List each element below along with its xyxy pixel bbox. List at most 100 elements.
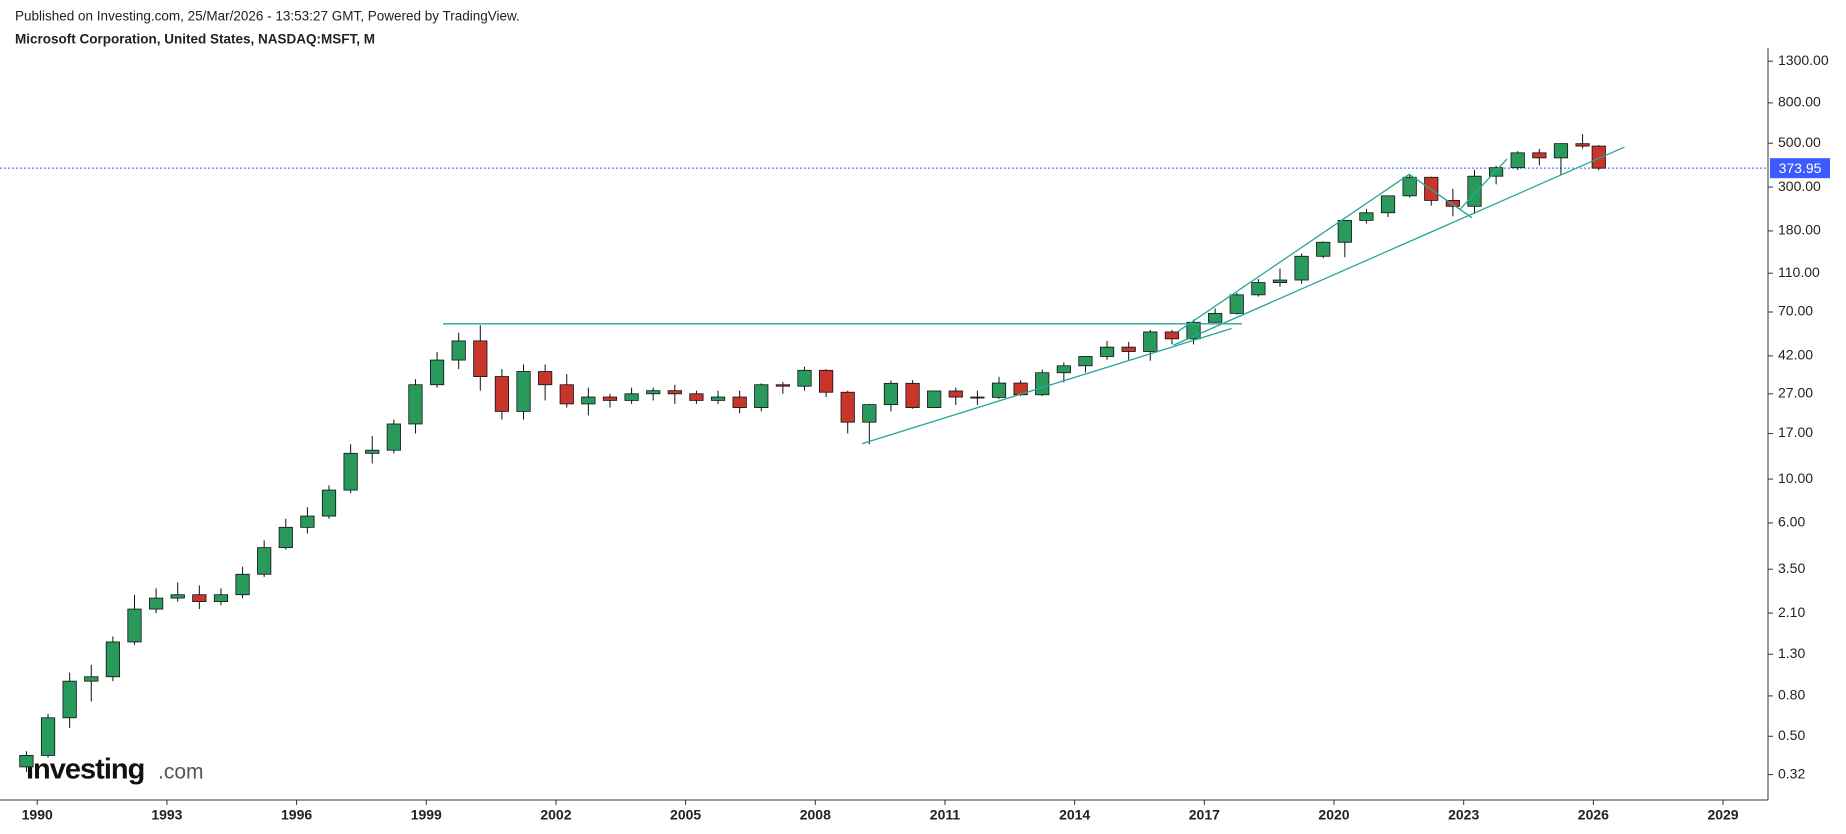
y-tick-label: 300.00 — [1778, 178, 1821, 194]
candle-body — [278, 526, 293, 549]
candle-body — [1099, 346, 1115, 357]
x-tick-label: 1999 — [411, 807, 442, 823]
x-tick-label: 2005 — [670, 807, 701, 823]
candle-body — [62, 680, 77, 719]
x-tick-label: 2026 — [1578, 807, 1609, 823]
candle-body — [624, 393, 639, 401]
y-tick-label: 1.30 — [1778, 645, 1805, 661]
candle-body — [257, 547, 272, 575]
trend-line — [1173, 146, 1625, 346]
candle-body — [689, 393, 704, 401]
candle-body — [883, 382, 899, 406]
x-tick-label: 2023 — [1448, 807, 1479, 823]
candle-body — [1380, 195, 1396, 214]
x-tick-label: 1993 — [151, 807, 182, 823]
candle-body — [927, 390, 942, 408]
candle-body — [1316, 241, 1331, 257]
candle-body — [192, 594, 207, 602]
candle-body — [386, 423, 401, 451]
candle-body — [1143, 331, 1158, 352]
candle-body — [646, 390, 661, 395]
candle-body — [1359, 212, 1374, 221]
y-tick-label: 180.00 — [1778, 222, 1821, 238]
candle-body — [127, 608, 142, 643]
x-tick-label: 2020 — [1318, 807, 1349, 823]
last-price-tag — [1770, 158, 1830, 179]
trend-line — [1459, 158, 1508, 210]
candle-body — [667, 390, 682, 395]
candle-body — [408, 384, 423, 425]
candle-body — [905, 382, 920, 408]
candle-body — [602, 396, 618, 401]
candle-body — [473, 340, 488, 377]
candle-body — [1510, 152, 1525, 169]
candle-body — [213, 594, 229, 602]
candle-body — [105, 641, 120, 678]
x-tick-label: 2014 — [1059, 807, 1090, 823]
y-tick-label: 42.00 — [1778, 347, 1813, 363]
candle-body — [1467, 175, 1482, 207]
candle-body — [1532, 152, 1547, 159]
candle-body — [797, 369, 812, 387]
candle-body — [1591, 145, 1606, 169]
y-tick-label: 6.00 — [1778, 514, 1805, 530]
candle-body — [775, 384, 790, 387]
candle-body — [732, 396, 747, 408]
candle-body — [1164, 331, 1180, 340]
candle-body — [1208, 312, 1223, 323]
candle-body — [1251, 282, 1266, 296]
candle-body — [1489, 167, 1504, 177]
y-tick-label: 3.50 — [1778, 560, 1805, 576]
candle-body — [1272, 279, 1288, 284]
candle-body — [710, 396, 726, 401]
candle-body — [300, 515, 315, 528]
candle-body — [494, 376, 510, 412]
candle-body — [429, 359, 445, 386]
candle-body — [991, 382, 1007, 398]
candle-body — [235, 573, 250, 596]
candle-body — [1078, 356, 1093, 367]
last-price-label: 373.95 — [1779, 160, 1822, 176]
trend-line — [861, 327, 1232, 445]
symbol-title: Microsoft Corporation, United States, NA… — [15, 32, 375, 47]
logo-name: Investing — [26, 754, 144, 786]
candle-body — [516, 371, 531, 412]
candle-body — [84, 676, 99, 682]
candle-body — [1402, 176, 1417, 197]
y-tick-label: 0.32 — [1778, 765, 1805, 781]
y-tick-label: 27.00 — [1778, 385, 1813, 401]
candle-body — [451, 340, 466, 361]
y-tick-label: 110.00 — [1778, 264, 1820, 280]
candle-body — [819, 369, 834, 393]
y-tick-label: 1300.00 — [1778, 52, 1829, 68]
candle-body — [1575, 143, 1590, 147]
candle-body — [1553, 143, 1569, 159]
y-tick-label: 17.00 — [1778, 424, 1813, 440]
logo-suffix: .com — [158, 761, 204, 784]
candle-body — [1121, 346, 1136, 352]
x-tick-label: 2017 — [1189, 807, 1220, 823]
x-tick-label: 2008 — [800, 807, 831, 823]
x-tick-label: 1990 — [22, 807, 53, 823]
candle-body — [149, 597, 164, 610]
candle-body — [538, 371, 553, 386]
x-tick-label: 2011 — [930, 807, 961, 823]
published-note: Published on Investing.com, 25/Mar/2026 … — [15, 9, 520, 24]
x-tick-label: 2002 — [540, 807, 571, 823]
candle-body — [1229, 294, 1244, 314]
candle-body — [581, 396, 596, 405]
candle-body — [559, 384, 574, 405]
y-tick-label: 500.00 — [1778, 134, 1821, 150]
trend-line — [1408, 173, 1473, 219]
candle-body — [862, 404, 877, 423]
candle-body — [840, 391, 855, 423]
candle-body — [40, 717, 56, 756]
y-tick-label: 2.10 — [1778, 604, 1805, 620]
candle-body — [321, 489, 337, 517]
y-tick-label: 70.00 — [1778, 303, 1813, 319]
candle-body — [1294, 255, 1309, 281]
candle-body — [1056, 365, 1071, 374]
x-tick-label: 1996 — [281, 807, 312, 823]
